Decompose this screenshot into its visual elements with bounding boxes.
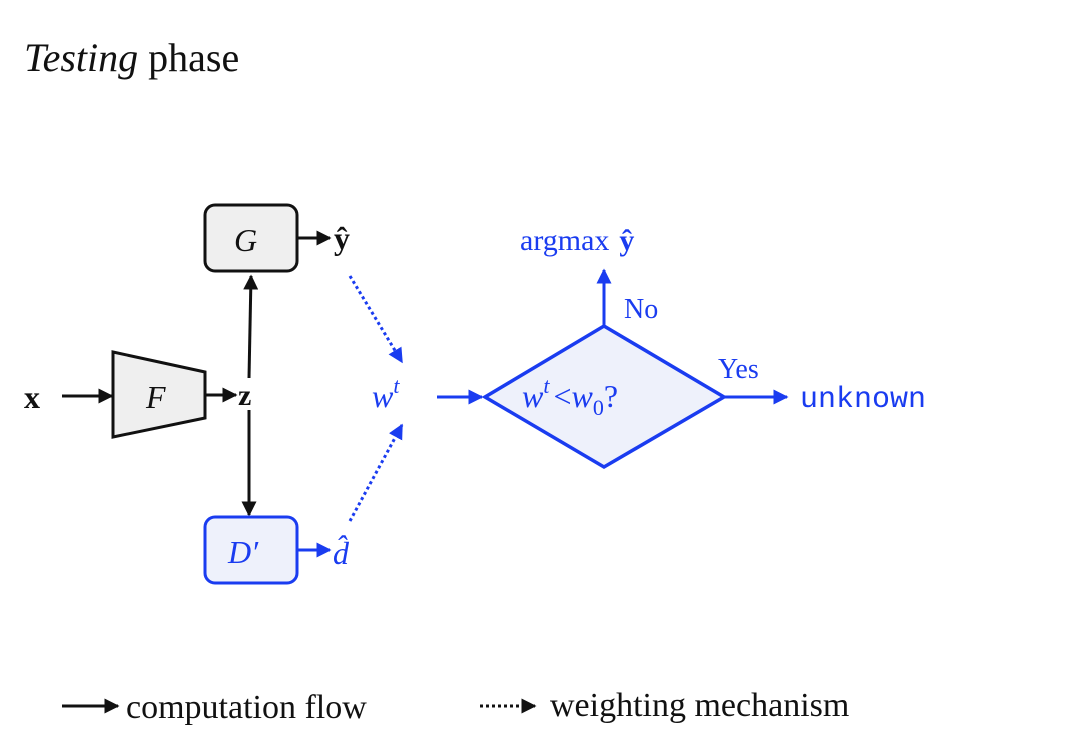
encoder-f-box — [111, 350, 207, 439]
no-result-label: argmax ŷ — [520, 224, 634, 257]
yes-branch-label: Yes — [718, 354, 759, 385]
decision-label: wt <w0? — [522, 373, 618, 420]
classifier-g-label: G — [234, 222, 257, 258]
input-label: x — [24, 379, 40, 415]
discriminator-d-label: D′ — [227, 534, 259, 570]
dhat-to-weight-dotted-arrow — [348, 423, 404, 522]
yes-result-label: unknown — [800, 383, 926, 417]
latent-z-label: z — [238, 379, 251, 412]
legend-solid-label: computation flow — [126, 689, 367, 726]
no-branch-label: No — [624, 294, 658, 325]
legend-dotted-label: weighting mechanism — [550, 687, 849, 724]
discriminator-output-label: d̂ — [333, 535, 350, 571]
page-title: Testing phase — [24, 35, 240, 80]
z-to-g-arrow — [243, 274, 259, 379]
weight-label: wt — [372, 373, 400, 414]
encoder-f-label: F — [145, 379, 166, 415]
yhat-to-weight-dotted-arrow — [348, 275, 404, 364]
classifier-output-label: ŷ — [334, 220, 350, 256]
